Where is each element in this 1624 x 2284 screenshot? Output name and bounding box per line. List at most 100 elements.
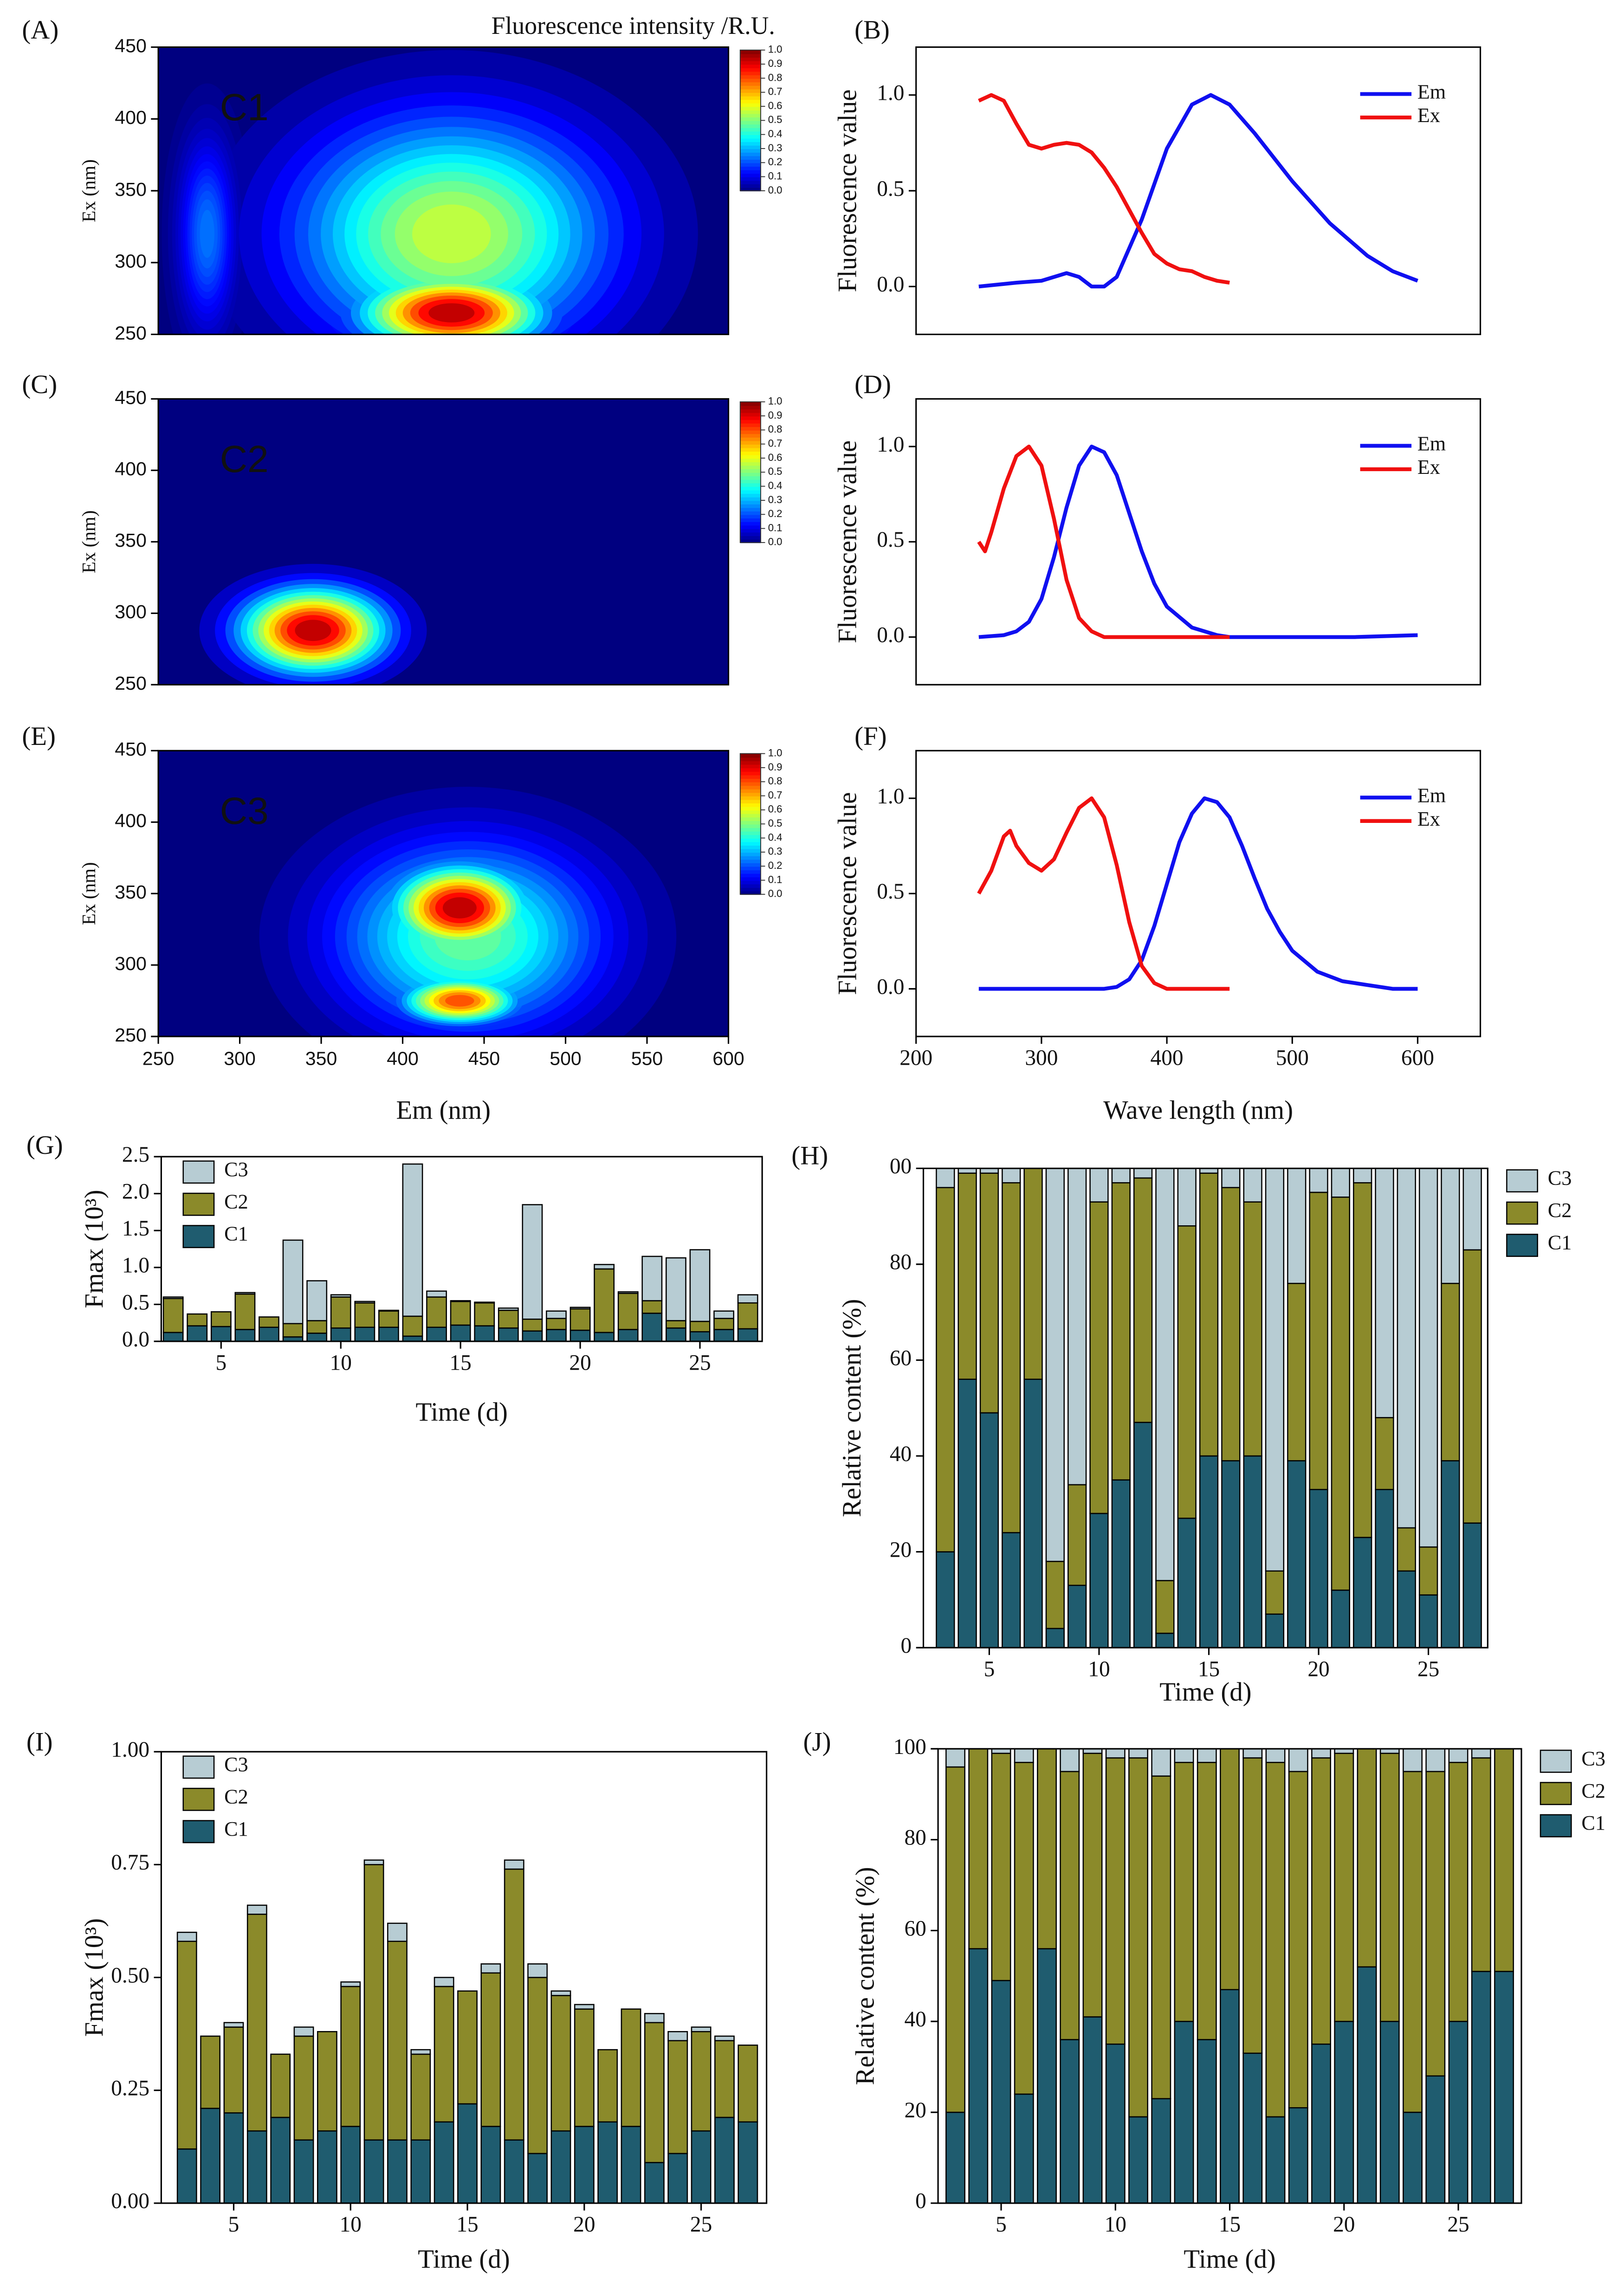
x-tick-label: 25 bbox=[690, 2213, 712, 2237]
bar-segment bbox=[594, 1332, 615, 1342]
x-axis-label: Time (d) bbox=[1159, 1677, 1251, 1707]
x-tick-label: 25 bbox=[1417, 1657, 1439, 1681]
plot-frame bbox=[915, 46, 1482, 336]
bar-segment bbox=[162, 1298, 184, 1333]
bar-segment bbox=[1111, 1168, 1131, 1184]
bar-segment bbox=[1105, 1757, 1126, 2045]
bar-segment bbox=[1288, 2107, 1308, 2204]
x-tick-label: 300 bbox=[1025, 1046, 1058, 1070]
colorbar-step bbox=[740, 472, 761, 477]
colorbar-step bbox=[740, 757, 761, 762]
colorbar-step bbox=[740, 67, 761, 72]
panel: C2 0.0 0.1 0.2 0.3 0.4 0.5 0.6 0.7 0.8 0.9 1.0 250 30… bbox=[22, 370, 783, 694]
bar-segment bbox=[1441, 1168, 1460, 1284]
contour-level bbox=[200, 210, 214, 258]
bar-segment bbox=[1425, 1771, 1446, 2077]
bar-segment bbox=[1265, 1168, 1285, 1572]
colorbar-title: Fluorescence intensity /R.U. bbox=[492, 12, 775, 39]
bar-segment bbox=[200, 2108, 221, 2204]
y-tick-label: 0.5 bbox=[122, 1290, 149, 1314]
legend-swatch bbox=[1506, 1201, 1538, 1225]
colorbar-step bbox=[740, 753, 761, 758]
bar-segment bbox=[936, 1168, 955, 1188]
y-tick-label: 400 bbox=[115, 107, 146, 128]
colorbar-step bbox=[740, 859, 761, 863]
bar-segment bbox=[457, 2103, 478, 2204]
y-tick-label: 0.25 bbox=[111, 2077, 149, 2101]
colorbar-tick-label: 0.2 bbox=[768, 860, 783, 871]
bar-segment bbox=[426, 1296, 447, 1328]
colorbar-step bbox=[740, 416, 761, 420]
bar-segment bbox=[1309, 1488, 1328, 1649]
line-series bbox=[977, 796, 1230, 991]
colorbar-tick-label: 0.6 bbox=[768, 100, 783, 111]
bar-segment bbox=[1174, 2021, 1194, 2204]
bar-segment bbox=[1425, 1748, 1446, 1773]
bar-segment bbox=[1375, 1488, 1394, 1649]
bar-segment bbox=[433, 1986, 454, 2123]
bar-segment bbox=[644, 2162, 665, 2204]
bar-segment bbox=[1151, 1748, 1171, 1777]
bar-segment bbox=[378, 1309, 399, 1312]
bar-segment bbox=[1221, 1460, 1241, 1649]
y-axis-label: Fluorescence value bbox=[833, 89, 862, 292]
colorbar-step bbox=[740, 64, 761, 68]
bar-segment bbox=[387, 2139, 408, 2204]
y-tick-label: 250 bbox=[115, 1024, 146, 1046]
bar-segment bbox=[644, 2013, 665, 2024]
colorbar-tick-label: 0.0 bbox=[768, 184, 783, 196]
bar-segment bbox=[597, 2121, 618, 2204]
y-tick-label: 80 bbox=[904, 1826, 926, 1850]
x-tick-label: 500 bbox=[550, 1048, 582, 1069]
bar-segment bbox=[480, 1972, 501, 2127]
colorbar-step bbox=[740, 789, 761, 793]
bar-segment bbox=[1133, 1168, 1153, 1179]
contour-area bbox=[158, 47, 729, 335]
bar-segment bbox=[317, 2130, 337, 2204]
colorbar-tick-label: 0.3 bbox=[768, 846, 783, 857]
bar-segment bbox=[737, 1302, 758, 1330]
bar-segment bbox=[1199, 1455, 1219, 1649]
y-axis-label: Ex (nm) bbox=[78, 159, 99, 222]
bar-segment bbox=[234, 1292, 256, 1295]
colorbar-tick-label: 0.1 bbox=[768, 873, 783, 885]
y-tick-label: 350 bbox=[115, 881, 146, 903]
bar-segment bbox=[426, 1290, 447, 1298]
colorbar-step bbox=[740, 483, 761, 487]
legend-label: Ex bbox=[1417, 456, 1440, 479]
colorbar-step bbox=[740, 511, 761, 515]
bar-segment bbox=[259, 1316, 279, 1328]
panel: C3 C2 C1 0 20 40 60 80 100 5 10 15 20 25 Relative cont… bbox=[803, 1727, 1605, 2274]
bar-segment bbox=[594, 1268, 615, 1333]
bar-segment bbox=[550, 1995, 571, 2132]
bar-segment bbox=[691, 2130, 712, 2204]
colorbar-tick-label: 0.0 bbox=[768, 536, 783, 548]
legend-label: C1 bbox=[1548, 1231, 1572, 1254]
x-axis-label: Em (nm) bbox=[396, 1095, 491, 1125]
bar-segment bbox=[234, 1329, 256, 1342]
legend-label: Ex bbox=[1417, 104, 1440, 127]
bar-segment bbox=[691, 2026, 712, 2032]
colorbar-tick-label: 0.9 bbox=[768, 58, 783, 69]
colorbar-step bbox=[740, 106, 761, 110]
y-axis-label: Fluorescence value bbox=[833, 792, 862, 995]
x-tick-label: 25 bbox=[689, 1351, 711, 1375]
x-tick-label: 400 bbox=[387, 1048, 419, 1069]
bar-segment bbox=[1462, 1168, 1482, 1251]
y-axis-label: Fmax (10³) bbox=[79, 1918, 109, 2037]
bar-segment bbox=[945, 2111, 965, 2204]
bar-segment bbox=[666, 1327, 686, 1342]
colorbar-step bbox=[740, 782, 761, 786]
contour-level bbox=[442, 897, 477, 919]
colorbar-step bbox=[740, 778, 761, 783]
bar-segment bbox=[641, 1300, 663, 1314]
bar-segment bbox=[1331, 1197, 1351, 1591]
bar-segment bbox=[480, 1963, 501, 1974]
bar-segment bbox=[317, 2031, 337, 2132]
bar-segment bbox=[498, 1307, 519, 1311]
bar-segment bbox=[402, 1315, 423, 1337]
bar-segment bbox=[713, 1310, 735, 1319]
colorbar-step bbox=[740, 433, 761, 438]
bar-segment bbox=[433, 2121, 454, 2204]
colorbar-step bbox=[740, 848, 761, 853]
